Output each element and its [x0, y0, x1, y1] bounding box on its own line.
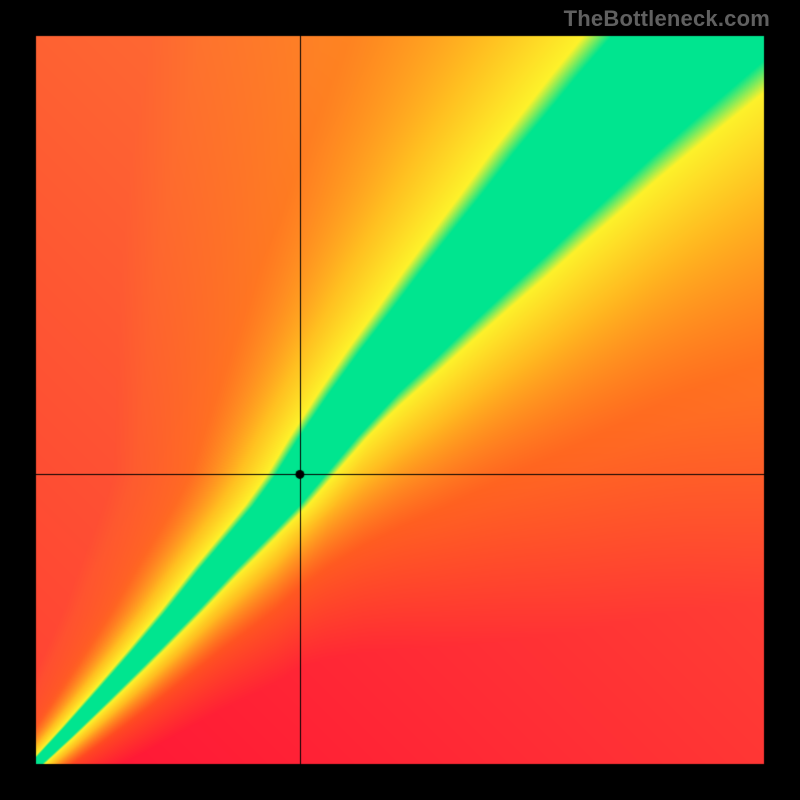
- watermark-text: TheBottleneck.com: [564, 6, 770, 32]
- chart-container: TheBottleneck.com: [0, 0, 800, 800]
- heatmap-canvas: [0, 0, 800, 800]
